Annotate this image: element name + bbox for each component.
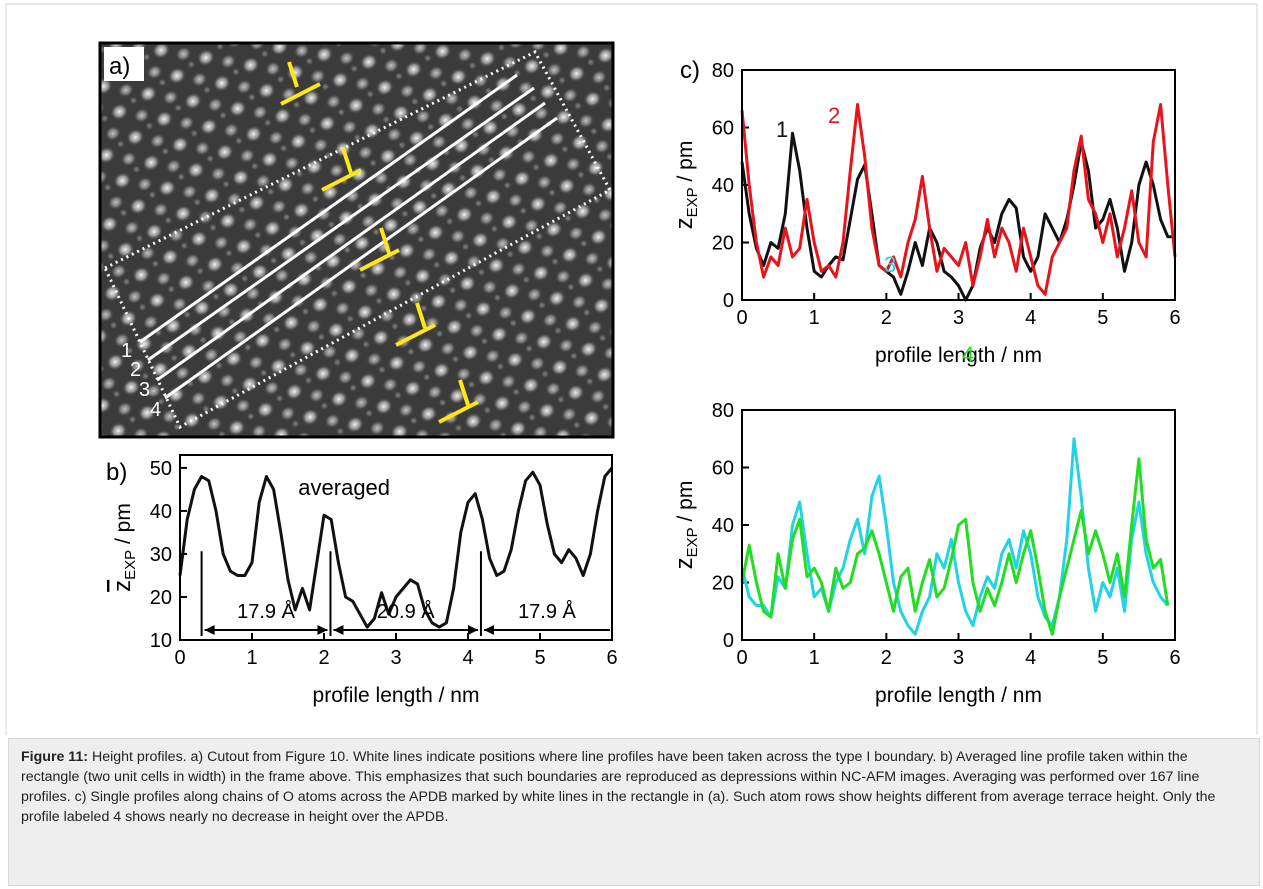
x-tick-label: 5 — [534, 647, 545, 669]
caption-text: Height profiles. a) Cutout from Figure 1… — [21, 749, 1216, 825]
y-tick-label: 50 — [150, 458, 172, 480]
figure-frame — [5, 3, 1258, 735]
x-tick-label: 0 — [174, 647, 185, 669]
dimension-label: 17.9 Å — [237, 600, 295, 623]
y-label-symbol: z — [109, 580, 136, 592]
label-box — [104, 47, 144, 81]
caption-label: Figure 11: — [21, 749, 89, 765]
x-tick-label: 1 — [246, 647, 257, 669]
x-tick-label: 6 — [606, 647, 617, 669]
series-label: 4 — [962, 342, 974, 367]
arrow-head — [204, 625, 215, 635]
arrow-head — [467, 625, 478, 635]
y-tick-label: 40 — [712, 515, 734, 537]
profile-line — [740, 457, 1170, 636]
line-label: 2 — [130, 359, 141, 381]
y-label-unit: / pm — [112, 503, 135, 550]
plot-frame — [741, 69, 1176, 301]
y-tick-label: 80 — [712, 400, 734, 422]
x-tick-label: 0 — [736, 647, 747, 669]
profile-line — [740, 131, 1175, 302]
x-tick-label: 4 — [1025, 647, 1036, 669]
panel-label: a) — [109, 53, 130, 80]
x-tick-label: 6 — [1169, 647, 1180, 669]
y-axis-label: zEXP / pm — [671, 141, 701, 230]
y-label-subscript: EXP — [122, 550, 139, 580]
y-label-unit: / pm — [674, 481, 697, 528]
x-tick-label: 1 — [809, 307, 820, 329]
x-tick-label: 3 — [953, 307, 964, 329]
x-tick-label: 6 — [1169, 307, 1180, 329]
arrow-head — [317, 625, 328, 635]
y-tick-label: 60 — [712, 458, 734, 480]
caption: Figure 11: Height profiles. a) Cutout fr… — [8, 738, 1260, 886]
dimension-label: 17.9 Å — [518, 600, 576, 623]
plot-frame — [179, 454, 613, 641]
arrow-head — [483, 625, 494, 635]
line-label: 1 — [121, 340, 132, 362]
x-tick-label: 3 — [953, 647, 964, 669]
y-axis-label: zEXP / pm — [671, 481, 701, 570]
boundary-markers — [280, 61, 479, 424]
y-label-subscript: EXP — [684, 527, 701, 557]
x-tick-label: 2 — [881, 307, 892, 329]
y-tick-label: 20 — [712, 573, 734, 595]
x-axis-label: profile length / nm — [313, 684, 480, 707]
dimension-label: 20.9 Å — [377, 600, 435, 623]
x-tick-label: 4 — [462, 647, 473, 669]
y-tick-label: 20 — [712, 233, 734, 255]
y-tick-label: 60 — [712, 118, 734, 140]
x-tick-label: 3 — [390, 647, 401, 669]
y-tick-label: 40 — [712, 175, 734, 197]
y-tick-label: 0 — [723, 630, 734, 652]
series-label: 2 — [828, 103, 840, 128]
y-label-symbol: z — [671, 557, 698, 569]
x-tick-label: 4 — [1025, 307, 1036, 329]
y-tick-label: 0 — [723, 290, 734, 312]
x-axis-label: profile length / nm — [875, 684, 1042, 707]
plot-frame — [741, 409, 1176, 641]
x-tick-label: 0 — [736, 307, 747, 329]
y-tick-label: 10 — [150, 630, 172, 652]
image-frame — [98, 41, 615, 439]
panel-label: b) — [106, 459, 127, 486]
y-label-subscript: EXP — [684, 187, 701, 217]
y-label-symbol: z — [671, 217, 698, 229]
profile-lines — [139, 73, 558, 400]
annotation: averaged — [298, 475, 390, 500]
series-label: 3 — [884, 252, 896, 277]
x-tick-label: 1 — [809, 647, 820, 669]
profile-line — [178, 466, 614, 629]
x-tick-label: 5 — [1097, 307, 1108, 329]
afm-image — [100, 43, 613, 437]
y-label-unit: / pm — [674, 141, 697, 188]
series-label: 1 — [776, 117, 788, 142]
y-tick-label: 20 — [150, 587, 172, 609]
line-labels: 1 2 3 4 — [121, 340, 161, 421]
line-label: 4 — [150, 399, 161, 421]
x-tick-label: 2 — [881, 647, 892, 669]
y-axis-label: zEXP / pm — [109, 503, 139, 592]
profile-line — [740, 437, 1169, 636]
y-tick-label: 30 — [150, 544, 172, 566]
line-label: 3 — [139, 379, 150, 401]
y-tick-label: 80 — [712, 60, 734, 82]
arrow-head — [333, 625, 344, 635]
profile-line — [740, 103, 1177, 296]
panel-label: c) — [680, 57, 700, 84]
y-tick-label: 40 — [150, 501, 172, 523]
x-tick-label: 2 — [318, 647, 329, 669]
x-tick-label: 5 — [1097, 647, 1108, 669]
x-axis-label: profile length / nm — [875, 344, 1042, 367]
